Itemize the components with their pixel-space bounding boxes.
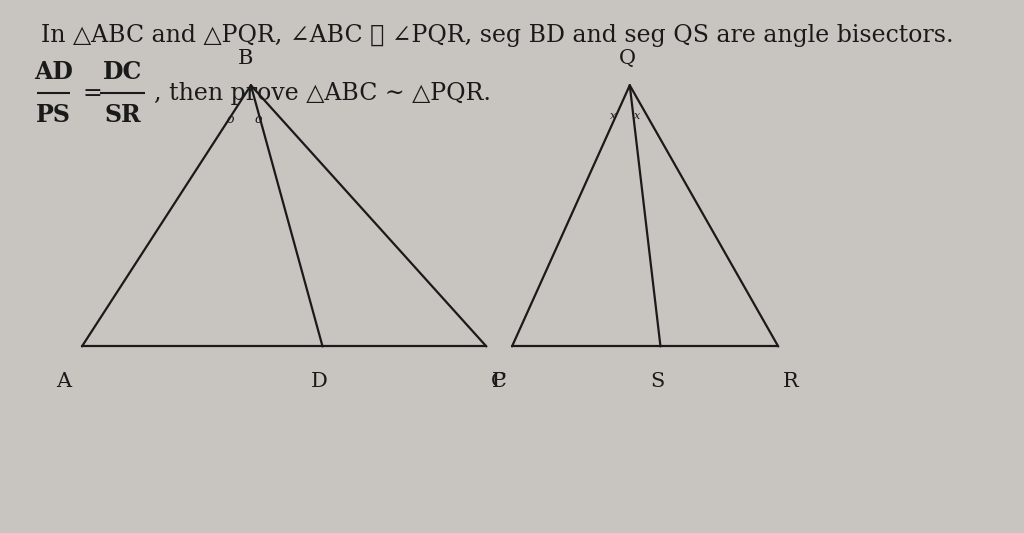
Text: AD: AD	[34, 60, 73, 84]
Text: In △ABC and △PQR, ∠ABC ≅ ∠PQR, seg BD and seg QS are angle bisectors.: In △ABC and △PQR, ∠ABC ≅ ∠PQR, seg BD an…	[41, 24, 953, 47]
Text: B: B	[238, 49, 254, 68]
Text: x: x	[634, 111, 640, 121]
Text: DC: DC	[103, 60, 142, 84]
Text: PS: PS	[36, 102, 71, 127]
Text: SR: SR	[104, 102, 141, 127]
Text: o: o	[254, 114, 262, 126]
Text: R: R	[782, 372, 799, 391]
Text: P: P	[492, 372, 506, 391]
Text: D: D	[311, 372, 328, 391]
Text: =: =	[82, 82, 102, 105]
Text: C: C	[490, 372, 507, 391]
Text: , then prove △ABC ∼ △PQR.: , then prove △ABC ∼ △PQR.	[154, 82, 490, 105]
Text: o: o	[226, 114, 234, 126]
Text: Q: Q	[620, 49, 636, 68]
Text: S: S	[650, 372, 665, 391]
Text: x: x	[610, 111, 616, 121]
Text: A: A	[56, 372, 71, 391]
